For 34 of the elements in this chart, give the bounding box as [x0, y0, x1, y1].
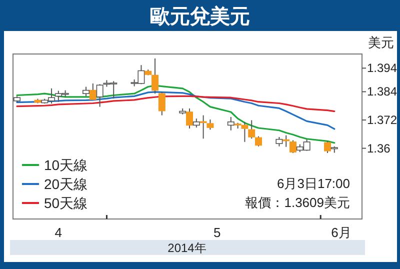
candlestick — [290, 140, 297, 154]
legend-label: 50天線 — [44, 195, 88, 211]
candlestick — [303, 139, 310, 152]
annotation: 6月3日17:00 — [277, 176, 350, 191]
x-tick-label: 5 — [213, 225, 221, 240]
candlestick — [186, 108, 194, 129]
legend-label: 20天線 — [44, 176, 88, 192]
candlestick — [89, 82, 96, 100]
annotation: 報價：1.3609美元 — [245, 195, 350, 210]
candlestick — [110, 80, 118, 100]
x-tick-label: 4 — [54, 225, 62, 240]
candlestick — [241, 121, 248, 142]
candlestick — [82, 86, 90, 97]
title: 歐元兌美元 — [150, 6, 250, 28]
candlestick — [96, 84, 104, 108]
candlestick — [54, 90, 62, 102]
x-axis-title: 2014年 — [168, 241, 206, 255]
y-tick-label: 1.384 — [367, 84, 398, 99]
y-axis-title: 美元 — [368, 35, 394, 50]
candlestick — [324, 140, 332, 154]
y-tick-label: 1.372 — [367, 113, 398, 127]
candlestick — [227, 116, 234, 131]
candlestick — [248, 120, 256, 140]
x-tick-label: 6月 — [331, 225, 352, 240]
candlestick — [276, 136, 283, 147]
candlestick — [138, 64, 145, 85]
candlestick — [48, 88, 56, 104]
y-tick-label: 1.394 — [367, 61, 398, 76]
y-tick-label: 1.36 — [367, 141, 391, 156]
legend-label: 10天線 — [44, 157, 88, 173]
candlestick — [158, 91, 166, 116]
xlabel: 2014年 — [10, 240, 365, 255]
candlestick — [206, 119, 214, 130]
candlestick — [152, 58, 159, 94]
